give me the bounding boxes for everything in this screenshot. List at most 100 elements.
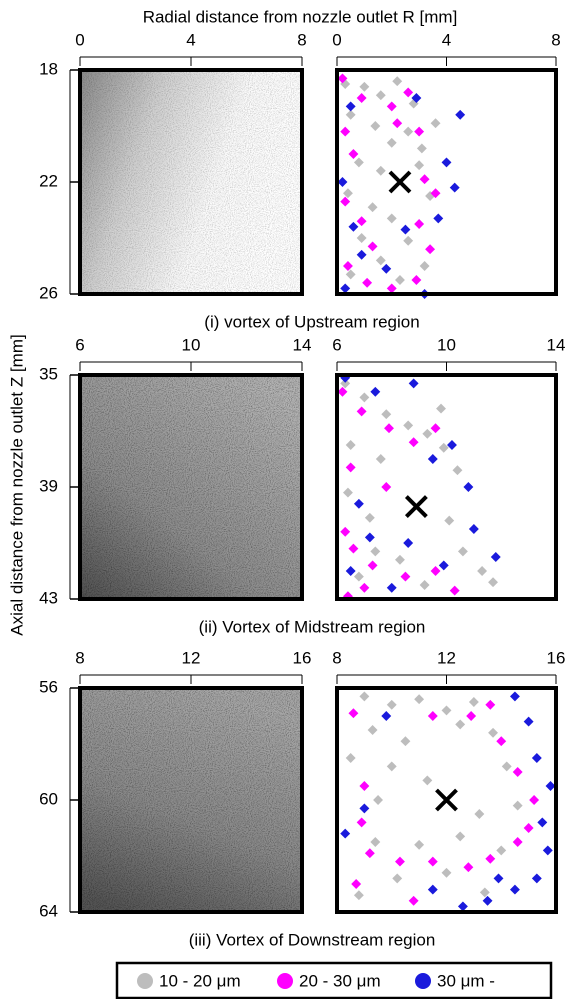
legend-label: 20 - 30 μm (299, 971, 381, 990)
scatter-point (512, 800, 523, 811)
y-tick-label: 56 (39, 677, 58, 696)
scatter-point (381, 482, 392, 492)
scatter-point (362, 277, 373, 288)
scatter-point (485, 853, 496, 864)
scatter-point (512, 767, 523, 777)
scatter-point (436, 403, 446, 414)
scatter-point (367, 202, 378, 213)
scatter-point (403, 538, 414, 548)
scatter-point (537, 817, 548, 828)
scatter-point (340, 378, 351, 389)
scatter-point (466, 711, 477, 721)
y-tick-label: 18 (39, 59, 58, 78)
scatter-point (364, 512, 375, 523)
scatter-point (337, 386, 348, 397)
scatter-point (468, 524, 479, 534)
scatter-point (367, 560, 378, 571)
scatter-point (408, 378, 419, 389)
scatter-point (400, 224, 411, 235)
scatter-point (509, 884, 520, 895)
scatter-point (400, 736, 411, 747)
legend-marker (415, 973, 431, 989)
legend-marker (137, 973, 153, 989)
scatter-point (367, 241, 378, 252)
scatter-point (455, 719, 466, 730)
image-noise (80, 70, 302, 294)
scatter-point (386, 582, 397, 593)
plot-area (337, 70, 556, 294)
scatter-point (414, 219, 425, 229)
scatter-point (370, 546, 381, 557)
y-tick-label: 43 (39, 588, 58, 607)
scatter-point (345, 566, 356, 576)
vortex-center (388, 170, 412, 194)
scatter-point (353, 571, 364, 582)
scatter-point (449, 182, 460, 193)
scatter-point (452, 465, 463, 476)
y-tick-label: 26 (39, 283, 58, 302)
scatter-point (441, 705, 452, 716)
scatter-point (345, 440, 356, 450)
scatter-point (479, 887, 490, 898)
scatter-point (441, 867, 452, 878)
scatter-point (447, 440, 457, 450)
scatter-point (348, 543, 359, 554)
scatter-point (386, 699, 397, 710)
scatter-point (370, 837, 381, 847)
x-tick-label: 4 (442, 30, 451, 49)
scatter-point (425, 244, 436, 255)
y-tick-label: 60 (39, 789, 58, 808)
scatter-point (444, 515, 455, 526)
x-tick-label: 10 (437, 335, 456, 354)
scatter-point (419, 580, 430, 590)
x-tick-label: 6 (75, 335, 84, 354)
scatter-point (364, 848, 375, 859)
scatter-point (381, 711, 392, 721)
scatter-point (353, 157, 364, 168)
scatter-point (340, 828, 351, 839)
scatter-point (509, 691, 520, 702)
x-tick-label: 10 (182, 335, 201, 354)
scatter-point (427, 454, 438, 464)
x-tick-label: 12 (182, 648, 201, 667)
scatter-point (353, 498, 364, 509)
legend-label: 30 μm - (437, 971, 495, 990)
scatter-point (386, 137, 397, 148)
scatter-point (367, 725, 378, 735)
x-tick-label: 16 (547, 648, 566, 667)
scatter-point (488, 577, 498, 588)
panel-frame (78, 686, 304, 914)
x-tick-label: 4 (186, 30, 195, 49)
scatter-point (430, 566, 441, 576)
panel-caption: (i) vortex of Upstream region (204, 312, 419, 331)
legend-marker (277, 973, 293, 989)
scatter-point (375, 454, 386, 464)
scatter-point (523, 716, 534, 727)
scatter-point (419, 174, 430, 185)
y-tick-label: 64 (39, 901, 58, 920)
scatter-point (427, 856, 438, 867)
scatter-point (375, 165, 386, 176)
scatter-point (430, 423, 441, 434)
scatter-point (386, 761, 397, 772)
scatter-point (340, 126, 351, 137)
y-tick-label: 35 (39, 364, 58, 383)
scatter-point (340, 526, 351, 537)
panel-frame (78, 68, 304, 296)
x-axis-title: Radial distance from nozzle outlet R [mm… (143, 7, 458, 26)
scatter-point (414, 126, 425, 137)
scatter-point (493, 873, 504, 884)
scatter-point (414, 839, 425, 850)
scatter-point (531, 753, 542, 763)
scatter-point (411, 275, 422, 285)
x-tick-label: 8 (551, 30, 560, 49)
scatter-point (356, 817, 367, 828)
x-tick-label: 0 (332, 30, 341, 49)
scatter-point (395, 554, 405, 565)
scatter-point (457, 901, 468, 912)
scatter-point (463, 862, 474, 873)
scatter-point (359, 781, 370, 791)
scatter-point (414, 160, 425, 171)
image-noise (80, 688, 302, 912)
scatter-point (512, 837, 523, 847)
